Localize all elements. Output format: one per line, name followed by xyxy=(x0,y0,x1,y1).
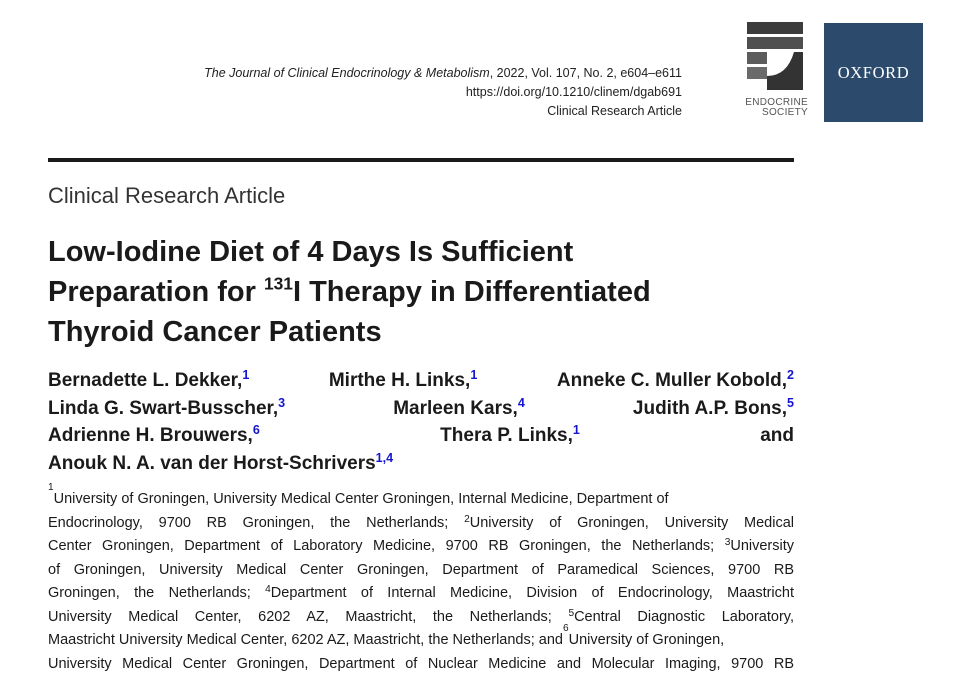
title-line-2-pre: Preparation for xyxy=(48,276,264,308)
title-line-3: Thyroid Cancer Patients xyxy=(48,316,382,348)
author-list: Bernadette L. Dekker,1 Mirthe H. Links,1… xyxy=(48,367,794,477)
affiliation-number: 2 xyxy=(464,513,470,525)
doi-link[interactable]: https://doi.org/10.1210/clinem/dgab691 xyxy=(465,85,682,99)
author: Linda G. Swart-Busscher,3 xyxy=(48,395,286,419)
header-article-type: Clinical Research Article xyxy=(547,104,682,118)
author: Mirthe H. Links,1 xyxy=(328,368,478,391)
affiliation-marker[interactable]: 1 xyxy=(572,423,580,438)
author-line: Bernadette L. Dekker,1 Mirthe H. Links,1… xyxy=(48,367,794,395)
volume-issue-pages: , 2022, Vol. 107, No. 2, e604–e611 xyxy=(489,66,682,80)
affiliation-marker[interactable]: 5 xyxy=(787,395,794,410)
affiliation-line: of Groningen, University Medical Center … xyxy=(48,561,794,578)
author-line: Anouk N. A. van der Horst-Schrivers1,4 xyxy=(48,450,794,478)
journal-name: The Journal of Clinical Endocrinology & … xyxy=(204,66,490,80)
title-line-2-post: I Therapy in Differentiated xyxy=(292,276,651,308)
affiliation-line: University Medical Center, 6202 AZ, Maas… xyxy=(48,607,794,625)
oxford-logo: OXFORD xyxy=(824,23,923,122)
author-line: Linda G. Swart-Busscher,3 Marleen Kars,4… xyxy=(48,395,794,423)
header-rule xyxy=(48,158,794,162)
affiliation-line: Center Groningen, Department of Laborato… xyxy=(48,536,794,554)
society-wordmark: SOCIETY xyxy=(762,107,808,118)
author-conjunction: and xyxy=(760,425,794,446)
title-line-1: Low-Iodine Diet of 4 Days Is Sufficient xyxy=(48,236,574,268)
endocrine-society-mark-icon xyxy=(747,22,803,90)
affiliation-line: 1 University of Groningen, University Med… xyxy=(48,482,794,512)
author: Bernadette L. Dekker,1 xyxy=(48,368,250,391)
affiliation-line: University Medical Center Groningen, Dep… xyxy=(48,655,794,672)
affiliation-marker[interactable]: 6 xyxy=(252,423,260,438)
author: Marleen Kars,4 xyxy=(393,395,525,419)
endocrine-wordmark: ENDOCRINE xyxy=(745,97,808,108)
article-title: Low-Iodine Diet of 4 Days Is Sufficient … xyxy=(48,232,788,352)
affiliation-marker[interactable]: 1 xyxy=(470,368,478,383)
endocrine-society-logo: ENDOCRINE SOCIETY xyxy=(722,22,808,128)
author: Adrienne H. Brouwers,6 xyxy=(48,423,260,446)
affiliation-marker[interactable]: 3 xyxy=(278,395,286,410)
affiliation-line: Endocrinology, 9700 RB Groningen, the Ne… xyxy=(48,513,795,531)
affiliation-line: Maastricht University Medical Center, 62… xyxy=(48,623,794,653)
affiliation-number: 6 xyxy=(562,623,569,634)
affiliation-number: 3 xyxy=(724,536,731,548)
affiliation-line: Groningen, the Netherlands; 4Department … xyxy=(48,583,794,601)
article-type-label: Clinical Research Article xyxy=(48,183,286,208)
affiliations: 1 University of Groningen, University Med… xyxy=(48,482,795,676)
author: Thera P. Links,1 xyxy=(440,423,580,446)
journal-header: The Journal of Clinical Endocrinology & … xyxy=(122,64,682,121)
affiliation-number: 4 xyxy=(265,583,271,595)
affiliation-marker[interactable]: 1 xyxy=(242,368,250,383)
author: Anouk N. A. van der Horst-Schrivers1,4 xyxy=(48,450,394,474)
author: Judith A.P. Bons,5 xyxy=(632,395,794,419)
affiliation-number: 1 xyxy=(48,482,54,493)
journal-citation: The Journal of Clinical Endocrinology & … xyxy=(122,64,682,83)
isotope-superscript: 131 xyxy=(263,273,293,294)
author: Anneke C. Muller Kobold,2 xyxy=(556,368,794,391)
affiliation-marker[interactable]: 4 xyxy=(517,395,525,410)
author-line: Adrienne H. Brouwers,6 Thera P. Links,1 … xyxy=(48,422,794,450)
affiliation-marker[interactable]: 1,4 xyxy=(375,450,394,465)
affiliation-number: 5 xyxy=(568,607,575,619)
affiliation-marker[interactable]: 2 xyxy=(787,368,794,383)
